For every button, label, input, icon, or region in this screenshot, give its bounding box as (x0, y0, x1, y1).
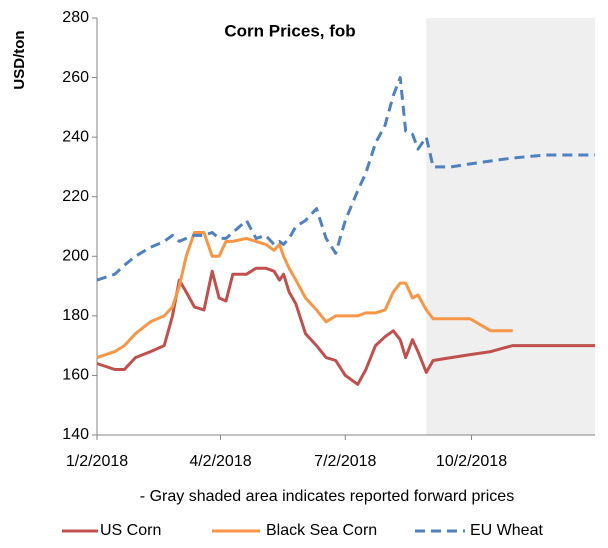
y-tick-label: 260 (62, 69, 89, 86)
y-tick-label: 220 (62, 188, 89, 205)
x-tick-label: 1/2/2018 (66, 453, 128, 470)
y-axis-label: USD/ton (11, 30, 28, 89)
y-tick-label: 280 (62, 9, 89, 26)
series-line (96, 76, 595, 282)
y-tick-label: 200 (62, 248, 89, 265)
x-tick-label: 4/2/2018 (189, 453, 251, 470)
series-line (96, 266, 595, 386)
y-tick-label: 180 (62, 307, 89, 324)
series-line (96, 231, 513, 360)
annotation: - Gray shaded area indicates reported fo… (140, 488, 514, 505)
legend-label: US Corn (100, 522, 161, 539)
y-tick-label: 160 (62, 367, 89, 384)
y-tick-label: 140 (62, 426, 89, 443)
legend-label: EU Wheat (470, 522, 543, 539)
x-tick-label: 10/2/2018 (436, 453, 507, 470)
y-tick-label: 240 (62, 128, 89, 145)
legend-label: Black Sea Corn (266, 522, 377, 539)
forward-shade (426, 18, 595, 435)
chart-title: Corn Prices, fob (224, 21, 355, 40)
x-tick-label: 7/2/2018 (314, 453, 376, 470)
